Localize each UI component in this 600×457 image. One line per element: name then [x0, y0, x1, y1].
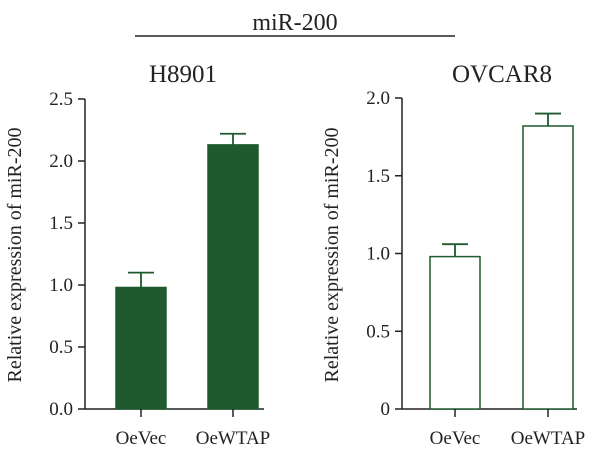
y-tick-label: 1.0: [49, 275, 73, 296]
y-tick-label: 1.5: [49, 213, 73, 234]
bar-oevec: [429, 255, 481, 410]
y-tick-label: 0.5: [49, 337, 73, 358]
y-axis-label: Relative expression of miR-200: [4, 128, 26, 383]
chart-panel-ovcar8: OVCAR8 Relative expression of miR-200 0 0…: [321, 61, 585, 449]
y-tick-label: 2.5: [49, 89, 73, 110]
figure-title: miR-200: [252, 10, 337, 36]
x-tick-label: OeVec: [116, 428, 167, 449]
bar-oewtap: [522, 125, 574, 410]
y-tick-label: 2.0: [49, 151, 73, 172]
y-tick-label: 1.5: [366, 166, 390, 187]
x-tick-label: OeWTAP: [511, 428, 585, 449]
bar-oewtap: [207, 144, 259, 410]
chart-title: OVCAR8: [452, 61, 552, 88]
chart-title: H8901: [149, 61, 217, 88]
y-tick-label: 0.5: [366, 321, 390, 342]
x-tick-label: OeWTAP: [196, 428, 270, 449]
y-axis-label: Relative expression of miR-200: [321, 128, 343, 383]
y-tick-label: 0.0: [49, 399, 73, 420]
y-tick-label: 1.0: [366, 244, 390, 265]
y-tick-label: 2.0: [366, 88, 390, 109]
y-tick-label: 0: [381, 399, 391, 420]
x-tick-label: OeVec: [430, 428, 481, 449]
chart-panel-h8901: H8901 Relative expression of miR-200 0.0…: [4, 61, 270, 449]
bar-oevec: [115, 286, 167, 410]
